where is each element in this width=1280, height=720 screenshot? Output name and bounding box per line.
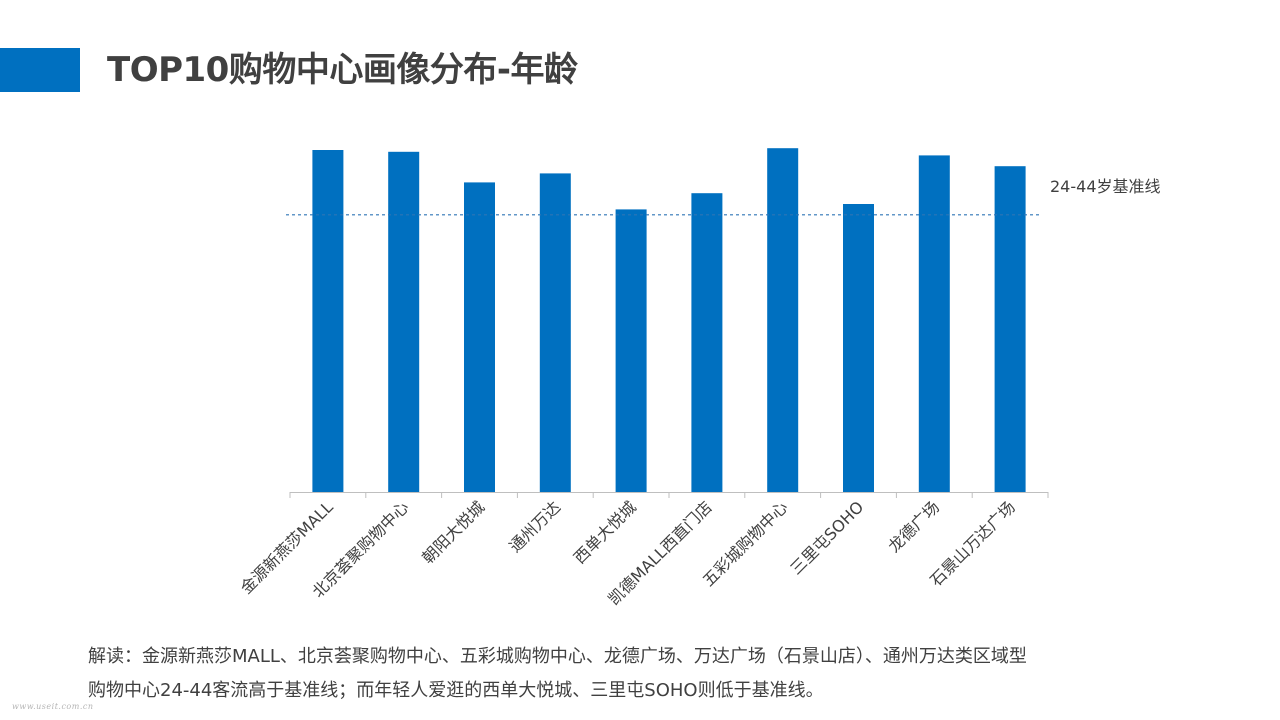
bar-1 bbox=[312, 150, 344, 492]
bar-4 bbox=[539, 173, 571, 492]
category-label-9: 龙德广场 bbox=[884, 497, 943, 556]
bar-3 bbox=[464, 182, 495, 492]
bar-8 bbox=[843, 204, 874, 492]
category-label-3: 朝阳大悦城 bbox=[418, 497, 488, 567]
bar-10 bbox=[994, 166, 1026, 492]
bar-5 bbox=[615, 209, 647, 492]
watermark: www.useit.com.cn bbox=[12, 702, 94, 711]
bar-9 bbox=[918, 155, 950, 492]
caption-line-1: 解读：金源新燕莎MALL、北京荟聚购物中心、五彩城购物中心、龙德广场、万达广场（… bbox=[88, 646, 1027, 667]
baseline-label: 24-44岁基准线 bbox=[1050, 177, 1161, 196]
category-label-4: 通州万达 bbox=[505, 497, 564, 556]
bar-6 bbox=[691, 193, 723, 492]
caption-line-2: 购物中心24-44客流高于基准线；而年轻人爱逛的西单大悦城、三里屯SOHO则低于… bbox=[88, 680, 824, 701]
chart-caption: 解读：金源新燕莎MALL、北京荟聚购物中心、五彩城购物中心、龙德广场、万达广场（… bbox=[88, 640, 1228, 708]
page-title: TOP10购物中心画像分布-年龄 bbox=[107, 50, 578, 90]
title-accent-bar bbox=[0, 48, 80, 92]
category-label-5: 西单大悦城 bbox=[570, 497, 640, 567]
category-label-8: 三里屯SOHO bbox=[786, 497, 867, 578]
bar-2 bbox=[388, 151, 420, 493]
bar-7 bbox=[767, 148, 799, 492]
